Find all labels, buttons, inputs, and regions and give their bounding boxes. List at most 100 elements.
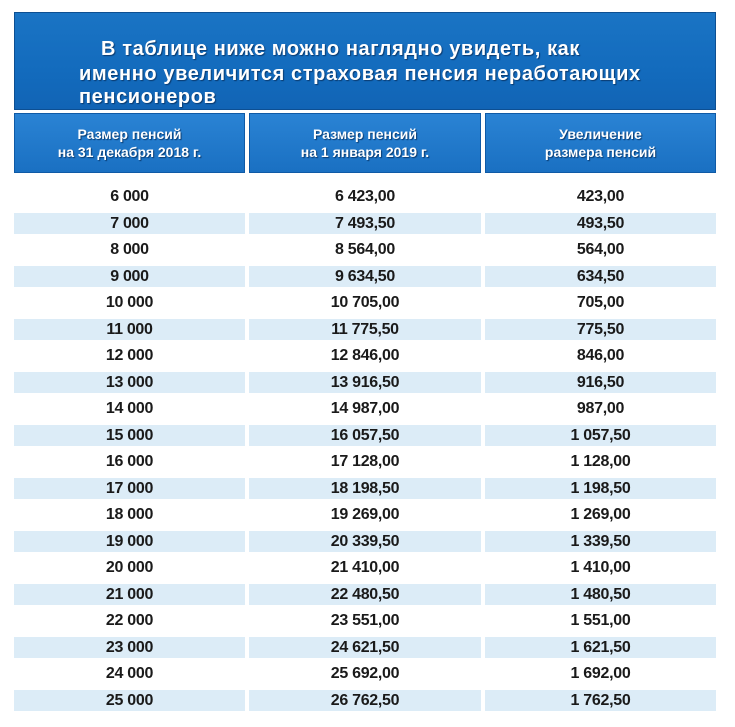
table-row: 25 000 26 762,50 1 762,50 — [14, 687, 716, 714]
table-body: 6 000 6 423,00 423,00 7 000 7 493,50 493,50 8 … — [14, 183, 716, 713]
table-row: 13 000 13 916,50 916,50 — [14, 369, 716, 396]
cell-pension-2018: 23 000 — [105, 638, 154, 656]
row-cell-background — [249, 239, 481, 260]
row-cell-background — [14, 636, 245, 658]
row-cell-background — [14, 557, 245, 578]
table-row: 10 000 10 705,00 705,00 — [14, 289, 716, 316]
row-cell-background — [249, 583, 481, 605]
row-cell-background — [14, 477, 245, 499]
header-increase: Увеличение размера пенсий — [485, 113, 716, 173]
cell-pension-2018: 15 000 — [105, 426, 154, 444]
row-cell-background — [14, 186, 245, 207]
cell-pension-2019: 24 621,50 — [330, 638, 400, 656]
cell-increase: 493,50 — [576, 214, 625, 232]
cell-pension-2018: 16 000 — [105, 453, 154, 470]
row-cell-background — [485, 451, 716, 472]
title-line-1: В таблице ниже можно наглядно увидеть, к… — [101, 38, 581, 60]
cell-pension-2019: 25 692,00 — [330, 665, 400, 682]
table-row: 7 000 7 493,50 493,50 — [14, 210, 716, 237]
cell-increase: 1 480,50 — [570, 585, 631, 603]
row-cell-background — [485, 583, 716, 605]
header-increase-line-2: размера пенсий — [544, 144, 657, 160]
cell-pension-2018: 10 000 — [105, 294, 154, 311]
table-row: 14 000 14 987,00 987,00 — [14, 395, 716, 422]
cell-increase: 1 057,50 — [570, 426, 631, 444]
cell-pension-2019: 10 705,00 — [330, 294, 400, 311]
cell-increase: 1 551,00 — [570, 612, 631, 629]
row-cell-background — [485, 504, 716, 525]
row-cell-background — [14, 265, 245, 287]
cell-increase: 1 621,50 — [570, 638, 631, 656]
cell-pension-2018: 18 000 — [105, 506, 154, 523]
cell-increase: 1 339,50 — [570, 532, 631, 550]
row-cell-background — [14, 398, 245, 419]
row-cell-background — [249, 371, 481, 393]
cell-increase: 1 762,50 — [570, 691, 631, 709]
row-cell-background — [485, 689, 716, 711]
table-row: 17 000 18 198,50 1 198,50 — [14, 475, 716, 502]
table-row: 15 000 16 057,50 1 057,50 — [14, 422, 716, 449]
table-row: 12 000 12 846,00 846,00 — [14, 342, 716, 369]
cell-increase: 423,00 — [576, 188, 625, 205]
cell-pension-2019: 22 480,50 — [330, 585, 400, 603]
row-cell-background — [14, 504, 245, 525]
title-banner: В таблице ниже можно наглядно увидеть, к… — [14, 12, 716, 110]
row-cell-background — [485, 345, 716, 366]
cell-pension-2019: 23 551,00 — [330, 612, 400, 629]
row-cell-background — [249, 451, 481, 472]
cell-increase: 775,50 — [576, 320, 625, 338]
header-pension-2018-line-2: на 31 декабря 2018 г. — [57, 144, 202, 160]
row-cell-background — [249, 689, 481, 711]
cell-increase: 846,00 — [576, 347, 625, 364]
header-pension-2018: Размер пенсий на 31 декабря 2018 г. — [14, 113, 245, 173]
row-cell-background — [14, 689, 245, 711]
cell-pension-2019: 26 762,50 — [330, 691, 400, 709]
cell-pension-2019: 7 493,50 — [335, 214, 395, 232]
header-pension-2019: Размер пенсий на 1 января 2019 г. — [249, 113, 481, 173]
cell-pension-2018: 7 000 — [110, 214, 149, 232]
row-cell-background — [14, 345, 245, 366]
row-cell-background — [249, 398, 481, 419]
row-cell-background — [249, 186, 481, 207]
cell-pension-2018: 24 000 — [105, 665, 154, 682]
row-cell-background — [14, 451, 245, 472]
row-cell-background — [14, 610, 245, 631]
row-cell-background — [14, 292, 245, 313]
row-cell-background — [14, 530, 245, 552]
cell-pension-2018: 21 000 — [105, 585, 154, 603]
row-cell-background — [485, 530, 716, 552]
cell-pension-2019: 13 916,50 — [330, 373, 400, 391]
title-line-3: пенсионеров — [79, 86, 217, 108]
row-cell-background — [249, 610, 481, 631]
table-row: 20 000 21 410,00 1 410,00 — [14, 554, 716, 581]
row-cell-background — [249, 345, 481, 366]
row-cell-background — [249, 318, 481, 340]
header-pension-2019-line-1: Размер пенсий — [312, 126, 417, 142]
row-cell-background — [485, 292, 716, 313]
cell-pension-2018: 25 000 — [105, 691, 154, 709]
cell-pension-2019: 6 423,00 — [335, 188, 395, 205]
cell-pension-2019: 11 775,50 — [331, 320, 399, 338]
table-row: 8 000 8 564,00 564,00 — [14, 236, 716, 263]
row-cell-background — [485, 371, 716, 393]
table-row: 9 000 9 634,50 634,50 — [14, 263, 716, 290]
cell-increase: 1 692,00 — [570, 665, 631, 682]
row-cell-background — [249, 530, 481, 552]
title-line-2: именно увеличится страховая пенсия нераб… — [79, 63, 641, 85]
cell-increase: 1 198,50 — [570, 479, 631, 497]
cell-pension-2019: 18 198,50 — [330, 479, 400, 497]
row-cell-background — [485, 477, 716, 499]
row-cell-background — [14, 663, 245, 684]
row-cell-background — [485, 318, 716, 340]
header-pension-2019-line-2: на 1 января 2019 г. — [300, 144, 430, 160]
cell-pension-2018: 22 000 — [105, 612, 154, 629]
row-cell-background — [14, 239, 245, 260]
cell-pension-2019: 9 634,50 — [335, 267, 395, 285]
cell-pension-2018: 6 000 — [110, 188, 149, 205]
row-cell-background — [485, 636, 716, 658]
cell-pension-2018: 14 000 — [105, 400, 154, 417]
row-cell-background — [14, 318, 245, 340]
cell-pension-2019: 14 987,00 — [330, 400, 400, 417]
row-cell-background — [249, 265, 481, 287]
